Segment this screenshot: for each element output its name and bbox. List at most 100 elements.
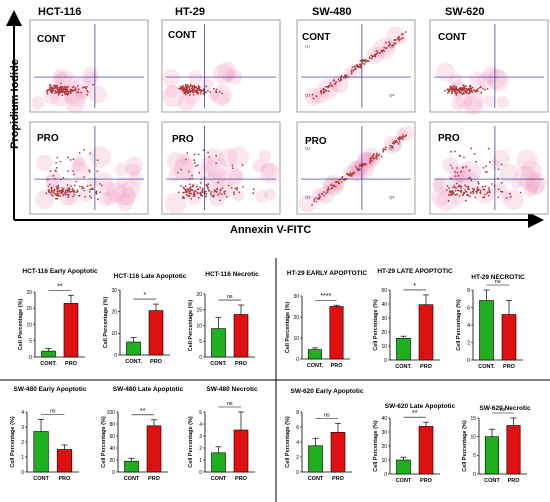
scatter-point <box>220 188 222 191</box>
y-tick-label: 0 <box>384 472 387 478</box>
bar-chart: SW-480 Early Apoptotic 0 1 2 3 4 Cell Percenta… <box>10 386 87 482</box>
scatter-point <box>67 187 70 189</box>
scatter-point <box>497 168 500 171</box>
scatter-point <box>475 160 478 163</box>
scatter-point <box>463 85 466 87</box>
scatter-point <box>188 86 191 88</box>
scatter-point <box>68 188 71 191</box>
scatter-haze <box>114 163 128 176</box>
scatter-point <box>189 186 192 188</box>
scatter-point <box>461 93 463 95</box>
scatter-point <box>73 193 76 196</box>
scatter-point <box>53 92 56 94</box>
scatter-point <box>231 164 234 167</box>
scatter-point <box>80 91 83 94</box>
scatter-point <box>54 84 57 87</box>
scatter-point <box>378 153 381 156</box>
scatter-haze <box>45 171 62 188</box>
x-axis-label: Annexin V-FITC <box>230 224 312 236</box>
significance-label: ns <box>324 412 330 418</box>
scatter-point <box>470 179 473 182</box>
scatter-point <box>373 53 376 56</box>
scatter-point <box>387 45 390 47</box>
scatter-point <box>76 84 79 87</box>
scatter-point <box>197 153 200 156</box>
chart-title: SW-480 Early Apoptotic <box>14 386 87 393</box>
scatter-point <box>486 87 489 90</box>
scatter-point <box>339 79 342 81</box>
y-tick-label: 20 <box>381 444 387 450</box>
scatter-point <box>217 193 220 196</box>
scatter-point <box>402 134 405 136</box>
y-tick-label: 1 <box>21 455 24 461</box>
plot-label-cont: CONT <box>302 32 331 43</box>
scatter-point <box>483 196 486 199</box>
scatter-point <box>234 187 237 190</box>
x-tick-label: CONT <box>396 478 412 484</box>
scatter-haze <box>89 85 107 104</box>
scatter-point <box>455 182 458 185</box>
scatter-point <box>474 196 477 199</box>
scatter-point <box>88 195 91 197</box>
scatter-haze <box>487 69 510 92</box>
scatter-point <box>454 90 457 92</box>
scatter-point <box>205 195 208 198</box>
scatter-haze <box>433 177 445 190</box>
scatter-haze <box>82 66 99 83</box>
scatter-point <box>340 75 343 77</box>
bar-chart: SW-480 Necrotic 0 1 2 3 4 5 Cell Percentage (%)… <box>188 386 258 482</box>
scatter-point <box>499 190 502 193</box>
scatter-point <box>64 189 67 192</box>
scatter-point <box>405 134 407 137</box>
y-tick-label: 0 <box>112 470 115 476</box>
scatter-point <box>54 169 57 172</box>
y-tick-label: 5 <box>473 453 476 459</box>
scatter-point <box>201 191 204 194</box>
scatter-point <box>83 149 86 151</box>
scatter-point <box>311 93 314 96</box>
scatter-point <box>315 200 318 203</box>
scatter-point <box>360 164 362 167</box>
scatter-haze <box>452 193 466 206</box>
scatter-point <box>53 87 56 89</box>
y-tick-label: 15 <box>26 306 32 312</box>
scatter-point <box>375 153 378 156</box>
scatter-point <box>85 87 87 90</box>
scatter-point <box>455 94 458 96</box>
y-tick-label: 0 <box>384 358 387 364</box>
significance-label: ** <box>412 410 418 417</box>
scatter-haze <box>486 68 507 89</box>
scatter-point <box>199 191 202 194</box>
scatter-point <box>81 185 83 188</box>
scatter-point <box>519 191 522 194</box>
scatter-point <box>311 204 313 206</box>
scatter-point <box>458 195 461 197</box>
scatter-point <box>458 184 461 187</box>
scatter-point <box>177 171 179 174</box>
scatter-point <box>78 152 81 154</box>
scatter-haze <box>79 188 93 203</box>
scatter-point <box>451 186 454 189</box>
scatter-point <box>482 196 484 199</box>
scatter-point <box>96 159 99 162</box>
bar <box>211 452 226 473</box>
scatter-point <box>321 193 323 196</box>
scatter-point <box>465 87 468 90</box>
scatter-point <box>194 89 196 92</box>
scatter-point <box>451 190 454 192</box>
flow-plot <box>429 121 549 215</box>
scatter-point <box>48 190 51 193</box>
scatter-point <box>199 92 202 95</box>
y-tick-label: 3 <box>199 434 202 440</box>
y-tick-label: 20 <box>381 330 387 336</box>
scatter-point <box>182 191 185 194</box>
scatter-point <box>193 84 196 87</box>
scatter-point <box>385 41 387 44</box>
scatter-haze <box>214 89 230 105</box>
scatter-point <box>52 84 55 87</box>
scatter-point <box>469 85 471 88</box>
scatter-point <box>450 193 452 196</box>
scatter-haze <box>60 177 73 190</box>
quadrant-label-q3: Q3 <box>305 194 311 199</box>
